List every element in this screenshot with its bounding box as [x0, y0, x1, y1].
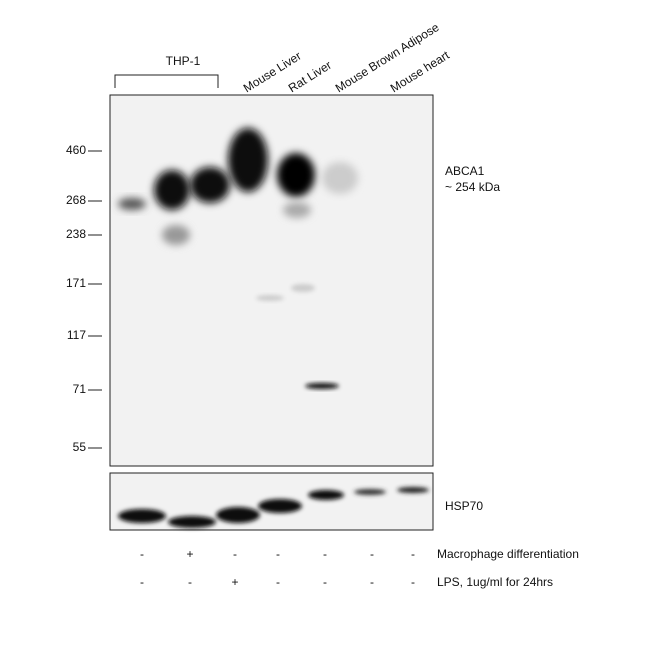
- marker-label: 55: [73, 440, 87, 454]
- control-label: HSP70: [445, 499, 483, 513]
- treatment-sign: -: [140, 547, 144, 561]
- marker-label: 71: [73, 382, 87, 396]
- treatment-sign: -: [188, 575, 192, 589]
- treatment-sign: -: [276, 575, 280, 589]
- treatment-sign: -: [370, 575, 374, 589]
- target-label: ABCA1: [445, 164, 485, 178]
- abca1-bands: [118, 128, 358, 389]
- treatment-sign: -: [140, 575, 144, 589]
- treatment-sign: -: [233, 547, 237, 561]
- marker-label: 238: [66, 227, 86, 241]
- treatment-sign: -: [323, 575, 327, 589]
- size-label: ~ 254 kDa: [445, 180, 500, 194]
- treatment-sign: -: [411, 575, 415, 589]
- group-label: THP-1: [166, 54, 201, 68]
- marker-label: 171: [66, 276, 86, 290]
- treatment-sign: +: [231, 575, 238, 589]
- treatment-sign: -: [276, 547, 280, 561]
- blot-panel: [109, 94, 434, 467]
- marker-label: 117: [67, 328, 86, 342]
- treatment-sign: -: [411, 547, 415, 561]
- marker-label: 268: [66, 193, 86, 207]
- marker-label: 460: [66, 143, 86, 157]
- treatment-sign: -: [323, 547, 327, 561]
- treatment-sign: +: [186, 547, 193, 561]
- treatment-label: Macrophage differentiation: [437, 547, 579, 561]
- group-bracket: [114, 74, 219, 88]
- hsp70-bands: [118, 487, 429, 528]
- treatment-sign: -: [370, 547, 374, 561]
- treatment-label: LPS, 1ug/ml for 24hrs: [437, 575, 553, 589]
